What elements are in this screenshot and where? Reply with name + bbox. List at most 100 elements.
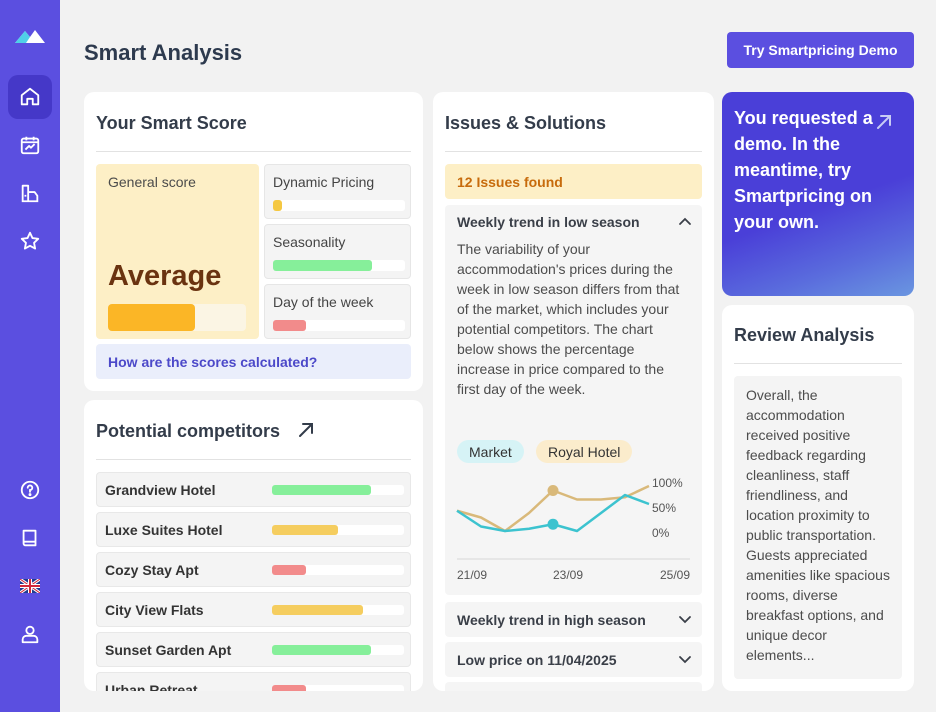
metric-label: Day of the week	[273, 294, 374, 310]
accordion-next[interactable]	[445, 682, 702, 691]
weekly-trend-chart: 100% 50% 0% 21/09 23/09 25/09	[456, 476, 690, 582]
metric-dynamic-pricing[interactable]: Dynamic Pricing	[264, 164, 411, 219]
accordion-title: Low price on 11/04/2025	[457, 652, 617, 668]
smart-score-card: Your Smart Score General score Average D…	[84, 92, 423, 391]
metric-bar-fill	[273, 200, 283, 211]
competitor-score-bar-fill	[272, 605, 364, 615]
demo-promo-card[interactable]: You requested a demo. In the meantime, t…	[722, 92, 914, 296]
page-title: Smart Analysis	[84, 40, 243, 65]
x-tick-label: 23/09	[553, 568, 583, 582]
metric-bar-fill	[273, 260, 372, 271]
review-summary-box: Overall, the accommodation received posi…	[734, 376, 902, 679]
review-analysis-title: Review Analysis	[734, 325, 875, 345]
book-icon	[22, 529, 37, 547]
home-icon	[20, 87, 40, 106]
metric-bar	[273, 260, 405, 271]
metric-bar	[273, 320, 405, 331]
x-tick-label: 21/09	[457, 568, 487, 582]
divider	[96, 459, 411, 460]
issues-card: Issues & Solutions 12 Issues found Weekl…	[433, 92, 714, 691]
nav-docs[interactable]	[8, 516, 52, 560]
demo-promo-text: You requested a demo. In the meantime, t…	[734, 108, 873, 232]
metric-bar	[273, 200, 405, 211]
try-demo-button[interactable]: Try Smartpricing Demo	[727, 32, 914, 68]
metric-seasonality[interactable]: Seasonality	[264, 224, 411, 279]
competitor-score-bar-fill	[272, 645, 371, 655]
competitors-title: Potential competitors	[96, 421, 281, 441]
divider	[445, 151, 702, 152]
competitor-score-bar	[272, 685, 404, 691]
nav-property[interactable]	[8, 171, 52, 215]
user-icon	[21, 625, 39, 644]
metric-label: Seasonality	[273, 234, 346, 250]
competitor-row[interactable]: Luxe Suites Hotel	[96, 512, 411, 547]
metric-day-of-week[interactable]: Day of the week	[264, 284, 411, 339]
accordion-high-season[interactable]: Weekly trend in high season	[445, 602, 702, 637]
competitor-name: Cozy Stay Apt	[105, 562, 199, 578]
divider	[96, 151, 411, 152]
accordion-low-season: Weekly trend in low season The variabili…	[445, 205, 702, 595]
star-icon	[20, 231, 40, 250]
arrow-up-right-icon[interactable]	[874, 112, 894, 132]
chevron-down-icon[interactable]	[678, 612, 692, 626]
logo-icon[interactable]	[14, 24, 46, 48]
general-score-bar-fill	[108, 304, 195, 331]
review-analysis-card: Review Analysis Overall, the accommodati…	[722, 305, 914, 691]
x-tick-label: 25/09	[660, 568, 690, 582]
competitor-score-bar-fill	[272, 685, 307, 691]
competitor-score-bar	[272, 525, 404, 535]
issues-count-banner: 12 Issues found	[445, 164, 702, 199]
accordion-title[interactable]: Weekly trend in low season	[457, 214, 640, 230]
competitor-score-bar-fill	[272, 565, 307, 575]
competitor-row[interactable]: Sunset Garden Apt	[96, 632, 411, 667]
nav-analytics[interactable]	[8, 123, 52, 167]
competitor-name: City View Flats	[105, 602, 204, 618]
divider	[734, 363, 902, 364]
uk-flag-icon	[20, 579, 40, 593]
general-score-value: Average	[108, 260, 222, 292]
nav-profile[interactable]	[8, 612, 52, 656]
series-point-1	[547, 518, 559, 530]
analytics-icon	[20, 136, 40, 155]
chevron-up-icon[interactable]	[678, 215, 692, 229]
competitor-score-bar	[272, 485, 404, 495]
competitor-name: Sunset Garden Apt	[105, 642, 232, 658]
sidebar	[0, 0, 60, 712]
competitor-name: Urban Retreat	[105, 682, 198, 691]
competitor-name: Luxe Suites Hotel	[105, 522, 223, 538]
competitor-score-bar-fill	[272, 525, 338, 535]
scores-calculation-link[interactable]: How are the scores calculated?	[96, 344, 411, 379]
accordion-low-price[interactable]: Low price on 11/04/2025	[445, 642, 702, 677]
competitor-row[interactable]: Grandview Hotel	[96, 472, 411, 507]
competitor-row[interactable]: Urban Retreat	[96, 672, 411, 691]
nav-favorites[interactable]	[8, 219, 52, 263]
nav-home[interactable]	[8, 75, 52, 119]
arrow-up-right-icon[interactable]	[296, 420, 316, 440]
building-icon	[21, 184, 39, 203]
competitors-card: Potential competitors Grandview Hotel Lux…	[84, 400, 423, 691]
series-point-0	[547, 485, 559, 496]
smart-score-title: Your Smart Score	[96, 113, 247, 133]
y-tick-label: 0%	[652, 526, 670, 540]
metric-bar-fill	[273, 320, 306, 331]
review-summary-text: Overall, the accommodation received posi…	[746, 387, 890, 663]
general-score-bar	[108, 304, 246, 331]
legend-royal-hotel: Royal Hotel	[536, 440, 633, 463]
chevron-down-icon[interactable]	[678, 652, 692, 666]
nav-help[interactable]	[8, 468, 52, 512]
general-score-box: General score Average	[96, 164, 259, 339]
competitor-name: Grandview Hotel	[105, 482, 216, 498]
general-score-label: General score	[108, 174, 196, 190]
competitor-score-bar-fill	[272, 485, 371, 495]
issues-title: Issues & Solutions	[445, 113, 607, 133]
competitor-score-bar	[272, 645, 404, 655]
y-tick-label: 50%	[652, 501, 676, 515]
legend-market: Market	[457, 440, 524, 463]
help-icon	[20, 480, 40, 500]
competitor-row[interactable]: City View Flats	[96, 592, 411, 627]
nav-language[interactable]	[8, 564, 52, 608]
competitor-row[interactable]: Cozy Stay Apt	[96, 552, 411, 587]
y-tick-label: 100%	[652, 476, 683, 490]
accordion-title: Weekly trend in high season	[457, 612, 646, 628]
accordion-body: The variability of your accommodation's …	[457, 241, 680, 397]
